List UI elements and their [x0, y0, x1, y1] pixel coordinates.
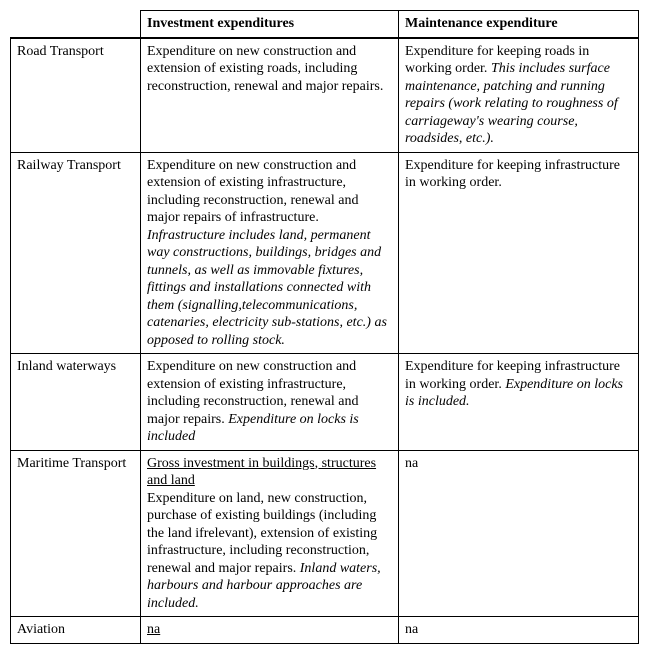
header-row: Investment expenditures Maintenance expe… — [11, 11, 639, 38]
header-blank — [11, 11, 141, 38]
header-investment: Investment expenditures — [141, 11, 399, 38]
cell-text: na — [405, 456, 418, 471]
row-label: Railway Transport — [11, 152, 141, 354]
cell-text: na — [405, 622, 418, 637]
cell-text: Expenditure on new construction and exte… — [147, 44, 383, 94]
cell-text-italic: Infrastructure includes land, permanent … — [147, 228, 387, 348]
cell-maintenance: Expenditure for keeping infrastructure i… — [399, 152, 639, 354]
cell-maintenance: na — [399, 450, 639, 617]
table-row: Maritime Transport Gross investment in b… — [11, 450, 639, 617]
cell-investment: Expenditure on new construction and exte… — [141, 38, 399, 153]
row-label: Inland waterways — [11, 354, 141, 451]
table-row: Aviation na na — [11, 617, 639, 644]
cell-maintenance: Expenditure for keeping infrastructure i… — [399, 354, 639, 451]
cell-maintenance: na — [399, 617, 639, 644]
expenditure-table: Investment expenditures Maintenance expe… — [10, 10, 639, 644]
header-maintenance: Maintenance expenditure — [399, 11, 639, 38]
row-label: Road Transport — [11, 38, 141, 153]
row-label: Aviation — [11, 617, 141, 644]
cell-investment: Gross investment in buildings, structure… — [141, 450, 399, 617]
cell-text: Expenditure for keeping infrastructure i… — [405, 158, 620, 191]
table-row: Inland waterways Expenditure on new cons… — [11, 354, 639, 451]
cell-text-underline: Gross investment in buildings, structure… — [147, 456, 376, 489]
table-row: Railway Transport Expenditure on new con… — [11, 152, 639, 354]
cell-investment: na — [141, 617, 399, 644]
cell-text-underline: na — [147, 622, 160, 637]
cell-maintenance: Expenditure for keeping roads in working… — [399, 38, 639, 153]
cell-investment: Expenditure on new construction and exte… — [141, 354, 399, 451]
table-row: Road Transport Expenditure on new constr… — [11, 38, 639, 153]
row-label: Maritime Transport — [11, 450, 141, 617]
cell-text: Expenditure on new construction and exte… — [147, 158, 358, 226]
cell-investment: Expenditure on new construction and exte… — [141, 152, 399, 354]
